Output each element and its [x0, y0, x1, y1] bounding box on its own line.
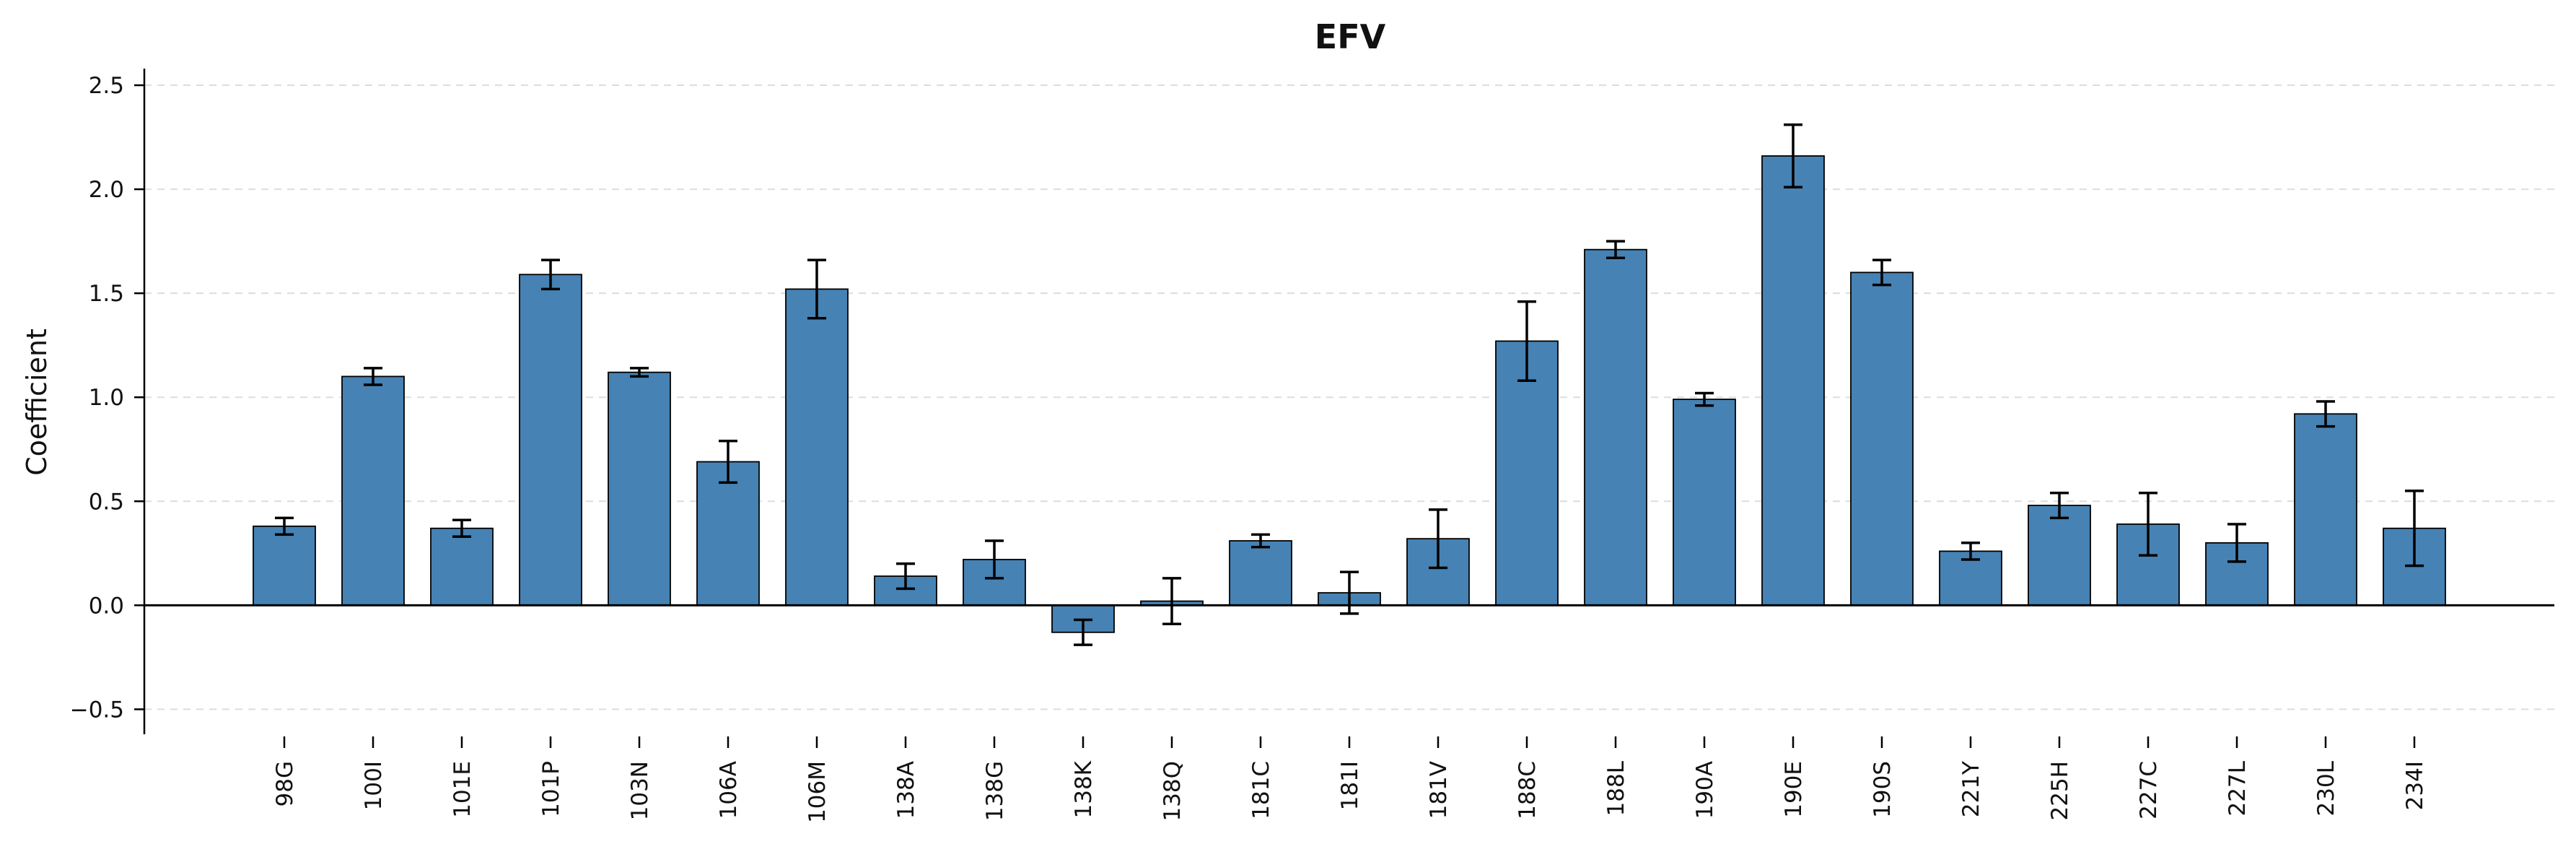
- x-tick-label: 98G: [272, 761, 298, 806]
- error-bar-100I: [364, 367, 382, 386]
- y-tick-label: −0.5: [70, 697, 124, 723]
- bar-190S: [1850, 271, 1914, 606]
- x-tick-label: 190E: [1781, 761, 1807, 818]
- x-tick-label: 190A: [1692, 761, 1718, 819]
- x-tick-label: 227L: [2225, 760, 2251, 816]
- x-tick-label: 103N: [627, 761, 653, 820]
- x-tick-label: 221Y: [1958, 761, 1984, 817]
- bars: [253, 155, 2446, 633]
- y-tick-label: 0.0: [89, 593, 124, 619]
- x-tick-label: 100I: [361, 761, 387, 810]
- error-bar-190A: [1695, 391, 1714, 407]
- error-bar-190E: [1784, 123, 1802, 188]
- error-bar-101P: [541, 258, 560, 291]
- error-bar-227L: [2227, 523, 2246, 563]
- x-tick-label: 138A: [893, 761, 919, 819]
- error-bar-138G: [985, 539, 1004, 580]
- error-bar-106M: [807, 258, 826, 320]
- y-tick-label: 0.5: [89, 489, 124, 515]
- bar-106M: [785, 288, 849, 606]
- bar-230L: [2294, 413, 2357, 606]
- grid-lines: [144, 84, 2554, 710]
- bar-190E: [1761, 155, 1825, 606]
- error-bar-190S: [1872, 258, 1891, 287]
- x-tick-label: 181V: [1426, 761, 1452, 819]
- bar-188L: [1584, 248, 1647, 606]
- bar-106A: [696, 461, 760, 606]
- y-tick-label: 1.0: [89, 385, 124, 411]
- bar-101E: [430, 527, 494, 606]
- x-tick-label: 190S: [1870, 761, 1896, 818]
- error-bars: [275, 123, 2424, 646]
- error-bar-227C: [2139, 492, 2157, 557]
- bar-98G: [253, 525, 316, 606]
- error-bar-181C: [1251, 533, 1270, 549]
- x-tick-label: 225H: [2047, 761, 2073, 820]
- x-tick-label: 138K: [1071, 760, 1097, 818]
- x-tick-label: 138G: [982, 761, 1008, 821]
- error-bar-106A: [719, 439, 737, 484]
- x-tick-label: 106A: [716, 761, 742, 819]
- error-bar-234I: [2405, 490, 2424, 567]
- x-tick-label: 106M: [805, 761, 831, 823]
- error-bar-138A: [896, 562, 915, 591]
- x-tick-label: 230L: [2313, 760, 2339, 816]
- error-bar-230L: [2316, 400, 2335, 428]
- error-bar-181I: [1340, 570, 1359, 615]
- error-bar-103N: [630, 367, 649, 378]
- bar-100I: [341, 375, 405, 606]
- y-tick-label: 2.5: [89, 73, 124, 99]
- error-bar-138Q: [1162, 577, 1181, 626]
- y-axis-label: Coefficient: [21, 329, 53, 476]
- bar-101P: [519, 274, 582, 606]
- x-tick-label: 101E: [450, 761, 476, 818]
- bar-181C: [1229, 540, 1292, 606]
- chart-title: EFV: [1315, 17, 1386, 56]
- axes: [143, 69, 2554, 734]
- x-tick-label: 181I: [1337, 761, 1363, 810]
- error-bar-221Y: [1961, 541, 1980, 561]
- error-bar-181V: [1429, 508, 1447, 570]
- error-bar-101E: [452, 518, 471, 539]
- y-tick-label: 2.0: [89, 177, 124, 203]
- y-ticks: −0.5 0.0 0.5 1.0 1.5 2.0 2.5: [70, 73, 144, 723]
- x-tick-label: 227C: [2136, 761, 2162, 819]
- x-ticks: 98G 100I 101E 101P 103N 106A 106M 138A 138G 138K 1…: [272, 736, 2428, 823]
- y-tick-label: 1.5: [89, 281, 124, 307]
- error-bar-225H: [2050, 492, 2069, 520]
- error-bar-138K: [1074, 618, 1092, 646]
- bar-225H: [2028, 505, 2091, 606]
- x-tick-label: 188C: [1515, 761, 1541, 819]
- bar-190A: [1673, 399, 1736, 606]
- x-tick-label: 181C: [1248, 761, 1274, 819]
- error-bar-98G: [275, 516, 294, 536]
- x-tick-label: 234I: [2402, 761, 2428, 810]
- x-tick-label: 101P: [538, 761, 564, 817]
- bar-103N: [608, 371, 671, 606]
- x-tick-label: 188L: [1603, 760, 1629, 816]
- error-bar-188L: [1606, 240, 1625, 259]
- error-bar-188C: [1517, 300, 1536, 382]
- x-tick-label: 138Q: [1160, 761, 1186, 822]
